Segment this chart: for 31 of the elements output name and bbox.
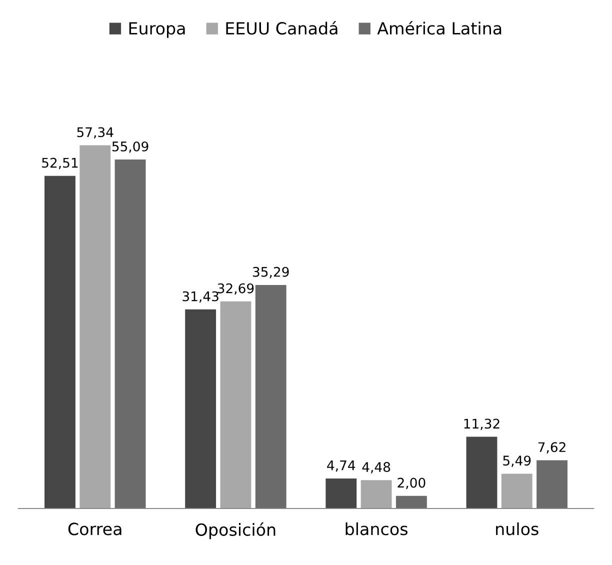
- data-label: 5,49: [503, 456, 531, 467]
- bar: [185, 309, 216, 508]
- legend-label: América Latina: [377, 21, 502, 35]
- legend-label: EEUU Canadá: [226, 21, 338, 35]
- x-tick-label: Correa: [68, 522, 122, 536]
- bar: [466, 436, 498, 508]
- data-label: 35,29: [252, 266, 289, 278]
- x-tick-label: blancos: [346, 522, 408, 536]
- data-label: 52,51: [42, 158, 78, 170]
- bar: [255, 284, 286, 508]
- bar: [326, 478, 357, 508]
- data-label: 7,62: [538, 442, 566, 454]
- bar: [536, 460, 568, 508]
- bar: [114, 160, 146, 508]
- data-label: 32,69: [218, 283, 254, 295]
- x-tick-label: nulos: [496, 522, 538, 536]
- bar: [501, 474, 532, 508]
- bar: [80, 145, 111, 508]
- bar: [220, 301, 252, 508]
- data-label: 57,34: [77, 127, 114, 139]
- legend-label: Europa: [129, 22, 185, 38]
- data-label: 11,32: [464, 418, 500, 430]
- data-label: 31,43: [182, 291, 218, 303]
- bar: [396, 496, 427, 508]
- bar: [360, 480, 392, 508]
- data-label: 55,09: [112, 141, 148, 153]
- data-label: 4,74: [327, 460, 356, 472]
- bar: [44, 176, 76, 508]
- x-tick-label: Oposición: [196, 522, 276, 540]
- data-label: 2,00: [398, 478, 426, 490]
- data-label: 4,48: [362, 462, 390, 474]
